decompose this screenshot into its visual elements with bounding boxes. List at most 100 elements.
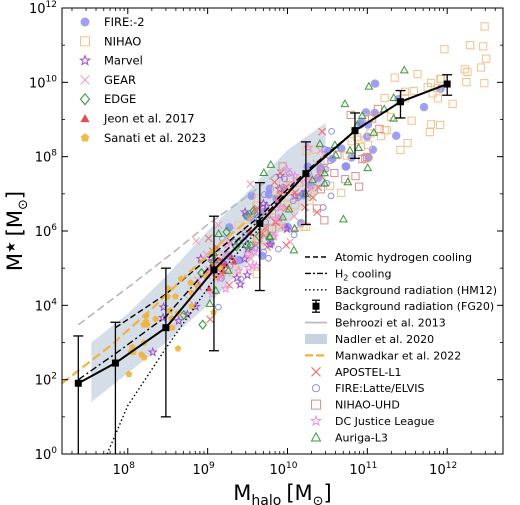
legend-label: Auriga-L3 [335,431,388,444]
scatter-point [368,145,378,154]
scatter-point [168,324,176,331]
scatter-point [366,129,375,138]
scatter-point [370,79,380,88]
legend-models: Atomic hydrogen cooling H2 cooling Backgro… [305,251,497,444]
fg20-point [443,80,451,88]
legend-label-text: Atomic hydrogen cooling [335,251,472,264]
scatter-point [380,126,389,135]
scatter-point [330,168,339,178]
scatter-point [316,185,325,194]
scatter-point [247,191,256,200]
legend-item: Marvel [78,54,143,68]
fg20-point [210,266,218,274]
scatter-point [290,212,299,221]
scatter-point [407,116,416,125]
scatter-point [308,193,317,202]
scatter-point [235,278,246,289]
scatter-point [320,168,330,177]
scatter-point [214,220,223,229]
legend-swatch [310,431,322,442]
legend-label: Marvel [104,54,143,68]
line-behroozi-et-al-2013 [77,164,288,326]
scatter-point [433,94,442,103]
scatter-point [364,81,374,90]
legend-label-text: EDGE [104,92,136,106]
scatter-point [339,214,348,223]
scatter-point [265,184,275,193]
y-axis-label-symbol: M [3,253,27,271]
scatter-point [343,177,353,186]
y-axis-label-close: ] [3,191,27,199]
legend-label: Behroozi et al. 2013 [335,317,446,330]
scatter-point [327,192,335,200]
scatter-point [281,223,293,234]
line-manwadkar-et-al-2022 [61,212,257,385]
scatter-point [289,197,297,205]
y-tick-exp: 0 [51,446,57,456]
scatter-point [128,343,136,351]
scatter-point [306,184,315,193]
y-tick-exp: 8 [51,149,57,159]
y-tick-base: 10 [35,225,52,240]
cloud-nihao [231,22,491,279]
nadler-band-layer [91,123,326,403]
x-axis-label: Mhalo [M⊙] [233,481,331,505]
scatter-point [172,292,179,300]
legend-label: Jeon et al. 2017 [103,112,195,126]
x-axis-label-sub: halo [251,493,281,505]
scatter-point [192,237,201,245]
scatter-point [242,248,253,259]
y-tick-base: 10 [35,448,52,463]
fg20-point [351,127,359,135]
scatter-point [433,83,442,93]
legend-label-text: GEAR [104,73,136,87]
legend-swatch [80,133,90,142]
legend-label-text: Background radiation (HM12) [335,284,497,297]
legend-swatch [311,366,321,377]
legend-swatch [80,75,90,85]
scatter-point [289,170,301,181]
fg20-point [111,359,119,367]
legend-swatch [78,54,92,66]
legend-item: Background radiation (HM12) [305,284,497,297]
legend-swatch [80,36,90,47]
scatter-point [316,146,325,155]
scatter-point [277,222,286,231]
legend-swatch [312,302,320,310]
scatter-point [188,302,196,310]
legend-item: Atomic hydrogen cooling [305,251,472,264]
fg20-point [74,379,82,387]
legend-label-text: Background radiation (FG20) [335,300,494,313]
legend-swatch [80,17,90,27]
scatter-point [221,239,233,250]
scatter-point [354,182,364,191]
legend-label-text: NIHAO [104,34,141,48]
legend-label-tail: cooling [348,267,391,280]
scatter-point [480,79,489,88]
scatter-point [250,216,258,223]
legend-item: NIHAO [80,34,141,48]
legend-label: Background radiation (HM12) [335,284,497,297]
scatter-point [380,93,389,103]
scatter-point [258,198,269,209]
scatter-point [265,231,274,240]
scatter-point [436,74,445,84]
legend-label-text: NIHAO-UHD [335,399,400,412]
y-tick-label: 104 [35,297,58,314]
scatter-point [276,169,285,178]
scatter-point [166,306,174,314]
scatter-point [315,139,325,148]
scatter-point [251,260,262,271]
scatter-point [179,309,189,321]
scatter-point [274,183,285,194]
legend-item: NIHAO-UHD [311,399,400,412]
scatter-point [197,267,206,279]
scatter-point [237,275,245,283]
x-axis-label-close: ] [324,481,332,505]
x-tick-base: 10 [269,463,286,478]
scatter-point [279,183,287,191]
scatter-point [233,265,244,276]
legend-label: GEAR [104,73,136,87]
scatter-point [290,231,298,239]
